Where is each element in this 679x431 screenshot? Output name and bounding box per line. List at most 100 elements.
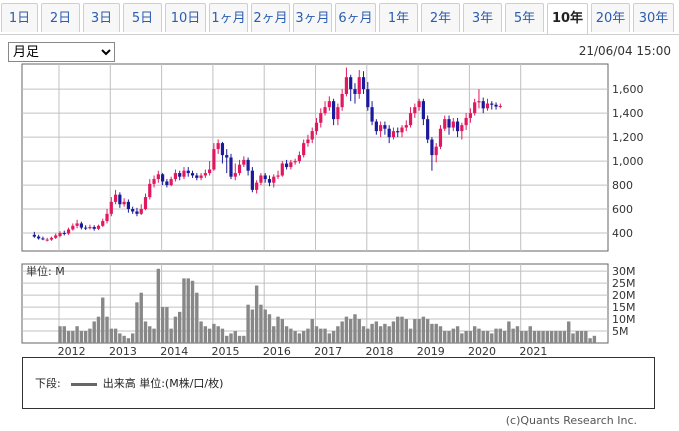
candle-body [84, 227, 88, 229]
tab-13[interactable]: 10年 [547, 3, 588, 35]
volume-bar [203, 326, 208, 343]
candle-body [319, 113, 323, 123]
volume-legend-swatch [70, 382, 97, 386]
year-label: 2013 [109, 345, 137, 358]
price-tick-label: 600 [612, 203, 633, 216]
volume-bar [507, 321, 511, 343]
candle-body [233, 173, 237, 177]
volume-bar [340, 321, 344, 343]
volume-bar [532, 331, 537, 343]
volume-bar [289, 328, 293, 343]
candle-body [408, 113, 413, 126]
volume-tick-label: 10M [612, 313, 636, 326]
tab-8[interactable]: 6ヶ月 [335, 3, 376, 32]
candle-body [280, 163, 284, 176]
tab-5[interactable]: 1ヶ月 [209, 3, 248, 32]
volume-bar [267, 314, 272, 343]
volume-bar [502, 331, 507, 343]
volume-bar [481, 331, 485, 343]
volume-bar [233, 331, 237, 343]
volume-bar [58, 326, 62, 343]
volume-bar [349, 319, 353, 343]
tab-7[interactable]: 3ヶ月 [293, 3, 332, 32]
volume-bar [242, 335, 246, 343]
volume-bar [430, 323, 434, 343]
volume-bar [182, 278, 186, 343]
volume-bar [562, 331, 567, 343]
timestamp: 21/06/04 15:00 [578, 44, 671, 58]
candle-body [229, 157, 233, 177]
candle-body [468, 113, 472, 118]
candle-body [165, 181, 169, 186]
candle-body [122, 201, 126, 205]
volume-tick-label: 15M [612, 301, 636, 314]
volume-bar [571, 333, 575, 343]
candle-body [417, 101, 421, 108]
volume-bar [190, 280, 195, 343]
candle-body [118, 194, 122, 205]
tab-11[interactable]: 3年 [463, 3, 502, 32]
candle-body [421, 101, 425, 120]
volume-bar [537, 331, 541, 343]
volume-bar [66, 331, 71, 343]
volume-bar [135, 302, 139, 343]
candle-body [477, 101, 481, 103]
price-tick-label: 400 [612, 227, 633, 240]
price-tick-label: 800 [612, 179, 633, 192]
candle-body [96, 225, 101, 229]
volume-bar [130, 333, 135, 343]
volume-bar [109, 328, 113, 343]
volume-bar [417, 319, 421, 343]
candle-body [169, 179, 173, 186]
year-label: 2019 [417, 345, 445, 358]
candle-body [246, 159, 250, 171]
tab-3[interactable]: 5日 [123, 3, 162, 32]
price-tick-label: 1,200 [612, 131, 644, 144]
candle-body [464, 117, 468, 126]
candle-period-select[interactable]: 月足 [8, 42, 115, 62]
tab-15[interactable]: 30年 [633, 3, 674, 32]
candle-body [297, 155, 301, 162]
volume-bar [460, 333, 464, 343]
volume-bar [443, 331, 447, 343]
volume-bar [126, 338, 131, 343]
candle-body [366, 89, 370, 108]
volume-tick-label: 5M [612, 325, 629, 338]
tab-9[interactable]: 1年 [379, 3, 418, 32]
volume-bar [541, 331, 545, 343]
candle-body [267, 179, 272, 183]
volume-bar [396, 316, 400, 343]
candle-body [62, 233, 66, 235]
volume-bar [494, 328, 498, 343]
tab-0[interactable]: 1日 [1, 3, 38, 32]
volume-bar [216, 326, 220, 343]
volume-bar [323, 328, 327, 343]
tab-14[interactable]: 20年 [591, 3, 630, 32]
volume-bar [331, 331, 336, 343]
tab-12[interactable]: 5年 [505, 3, 544, 32]
volume-bar [280, 319, 284, 343]
tab-10[interactable]: 2年 [421, 3, 460, 32]
tab-6[interactable]: 2ヶ月 [251, 3, 290, 32]
volume-bar [96, 316, 101, 343]
price-tick-label: 1,000 [612, 155, 644, 168]
candle-body [349, 77, 353, 90]
volume-bar [79, 331, 84, 343]
volume-bar [387, 326, 391, 343]
volume-bar [71, 331, 75, 343]
candle-body [49, 237, 54, 240]
year-label: 2012 [58, 345, 86, 358]
candle-body [37, 236, 41, 239]
volume-bar [366, 328, 370, 343]
volume-bar [468, 331, 473, 343]
volume-bar [310, 319, 314, 343]
tab-4[interactable]: 10日 [165, 3, 206, 32]
candle-body [45, 239, 49, 241]
volume-bar [88, 328, 92, 343]
tab-1[interactable]: 2日 [41, 3, 80, 32]
volume-bar [549, 331, 554, 343]
tab-2[interactable]: 3日 [83, 3, 120, 32]
volume-bar [558, 331, 562, 343]
volume-bar [284, 326, 289, 343]
